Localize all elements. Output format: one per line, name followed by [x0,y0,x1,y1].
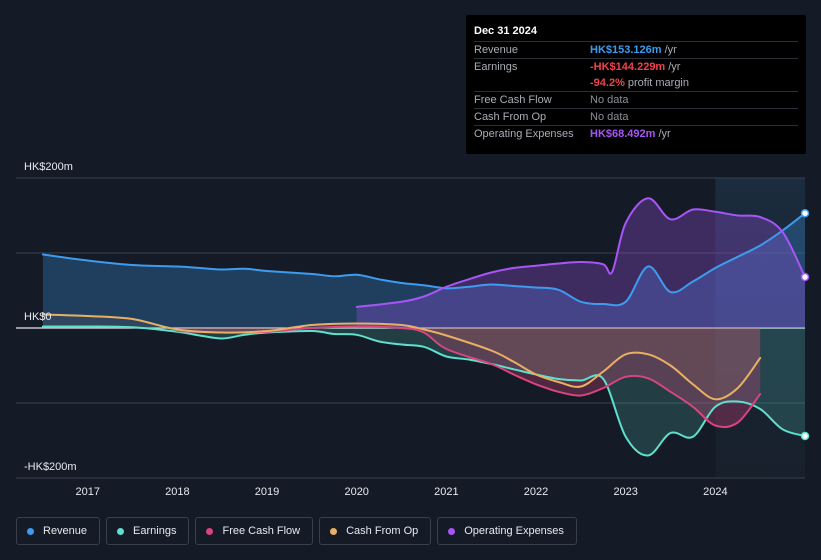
tooltip-row-unit: /yr [664,44,677,56]
operating-expenses-area [356,198,805,328]
legend-label: Cash From Op [346,525,419,537]
legend-item-free-cash-flow[interactable]: Free Cash Flow [195,517,314,545]
tooltip-row-value: No data [590,111,629,123]
x-tick-label: 2019 [255,486,279,498]
legend-item-earnings[interactable]: Earnings [106,517,190,545]
tooltip-row-unit: /yr [658,128,671,140]
earnings-end-point [800,431,810,441]
legend-label: Revenue [43,525,88,537]
legend-label: Operating Expenses [464,525,564,537]
legend-label: Free Cash Flow [222,525,301,537]
tooltip-row-value: -HK$144.229m/yr [590,61,681,73]
y-axis-zero-label: HK$0 [24,311,52,323]
cash-from-op-line[interactable] [41,313,762,401]
x-tick-label: 2017 [75,486,99,498]
x-tick-label: 2022 [524,486,548,498]
chart-legend: Revenue Earnings Free Cash Flow Cash From O… [16,517,577,545]
cash-from-op-area [42,314,761,400]
x-tick-label: 2021 [434,486,458,498]
tooltip-row: Operating Expenses HK$68.492m/yr [474,125,798,142]
tooltip-row-unit: /yr [668,61,681,73]
tooltip-row-label [474,75,590,91]
tooltip-row: -94.2% profit margin [474,75,798,91]
free-cash-flow-area [177,326,761,428]
revenue-area [42,213,805,328]
tooltip-row-unit: profit margin [627,77,689,89]
legend-dot-icon [206,527,214,535]
tooltip-row-label: Free Cash Flow [474,94,552,106]
legend-dot-icon [117,527,125,535]
tooltip-row-label: Operating Expenses [474,128,574,140]
y-axis-bottom-label: -HK$200m [24,461,77,473]
tooltip-row-label: Cash From Op [474,111,547,123]
legend-dot-icon [448,527,456,535]
x-tick-label: 2024 [703,486,727,498]
tooltip-row-label: Revenue [474,44,519,56]
legend-item-revenue[interactable]: Revenue [16,517,101,545]
operating-expenses-end-point [800,272,810,282]
legend-label: Earnings [133,525,177,537]
x-tick-label: 2020 [344,486,368,498]
legend-item-cash-from-op[interactable]: Cash From Op [319,517,432,545]
earnings-area [42,326,805,456]
tooltip-row-label: Earnings [474,61,518,73]
tooltip-row: Free Cash Flow No data [474,91,798,108]
chart-area: HK$200m HK$0 -HK$200m 2017 2018 2019 2020 20… [16,161,810,498]
x-axis-ticks: 2017 2018 2019 2020 2021 2022 2023 2024 [75,486,727,498]
tooltip-row: Cash From Op No data [474,108,798,125]
tooltip-row-value: HK$68.492m/yr [590,128,671,140]
legend-dot-icon [27,527,34,535]
revenue-end-point [800,209,810,218]
tooltip-row: Revenue HK$153.126m/yr [474,41,798,58]
tooltip-date: Dec 31 2024 [474,25,537,37]
legend-item-operating-expenses[interactable]: Operating Expenses [437,517,577,545]
data-tooltip: Dec 31 2024 Revenue HK$153.126m/yr Earning… [466,15,806,154]
x-tick-label: 2018 [165,486,189,498]
tooltip-row-value: -94.2% profit margin [590,77,689,89]
tooltip-row: Earnings -HK$144.229m/yr [474,58,798,75]
tooltip-row-value: No data [590,94,629,106]
x-tick-label: 2023 [613,486,637,498]
free-cash-flow-line[interactable] [176,325,762,429]
series-lines [41,197,806,457]
legend-dot-icon [330,527,338,535]
series-areas [42,198,805,456]
operating-expenses-line[interactable] [355,197,806,308]
earnings-line[interactable] [41,325,806,457]
tooltip-row-value: HK$153.126m/yr [590,44,677,56]
revenue-line[interactable] [41,212,806,307]
y-axis-top-label: HK$200m [24,161,73,173]
series-end-dots [800,209,810,441]
